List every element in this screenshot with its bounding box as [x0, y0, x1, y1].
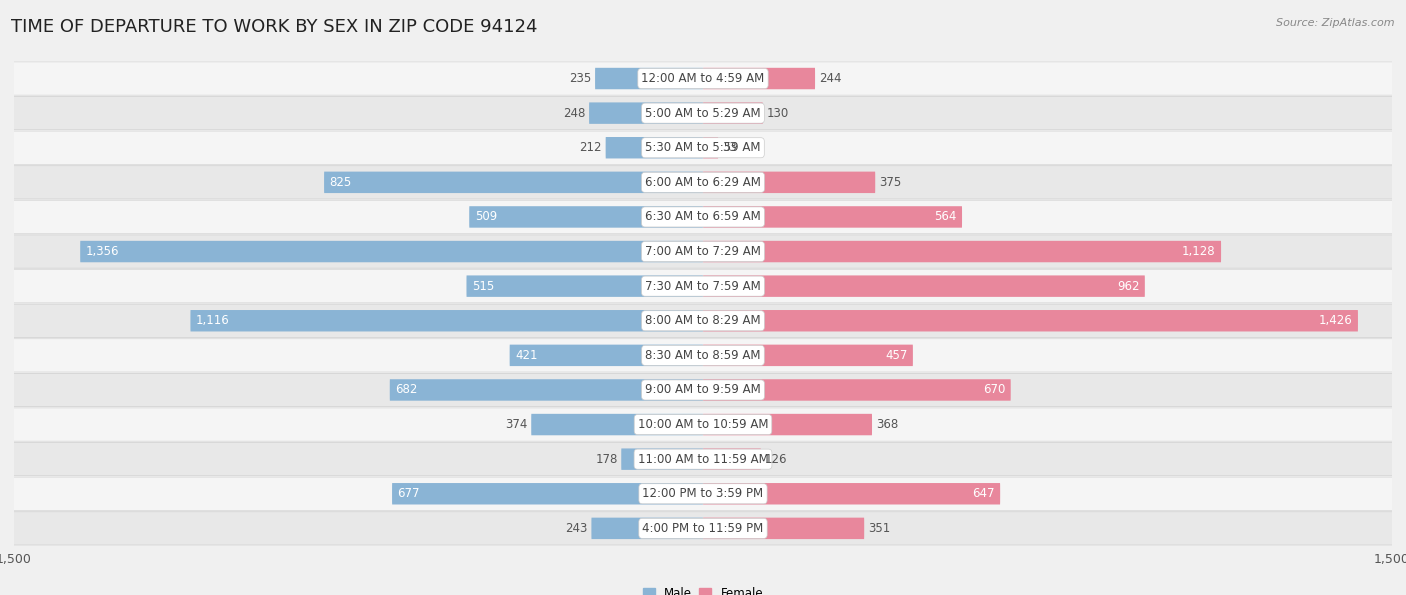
FancyBboxPatch shape — [703, 206, 962, 228]
FancyBboxPatch shape — [470, 206, 703, 228]
FancyBboxPatch shape — [703, 379, 1011, 400]
Text: 421: 421 — [515, 349, 537, 362]
Text: 8:00 AM to 8:29 AM: 8:00 AM to 8:29 AM — [645, 314, 761, 327]
FancyBboxPatch shape — [531, 414, 703, 436]
FancyBboxPatch shape — [703, 345, 912, 366]
FancyBboxPatch shape — [589, 102, 703, 124]
FancyBboxPatch shape — [0, 339, 1406, 372]
FancyBboxPatch shape — [0, 373, 1406, 406]
FancyBboxPatch shape — [0, 166, 1406, 199]
FancyBboxPatch shape — [0, 96, 1406, 130]
Text: 243: 243 — [565, 522, 588, 535]
Legend: Male, Female: Male, Female — [643, 587, 763, 595]
FancyBboxPatch shape — [0, 235, 1406, 268]
Text: 5:30 AM to 5:59 AM: 5:30 AM to 5:59 AM — [645, 141, 761, 154]
Text: 248: 248 — [562, 107, 585, 120]
Text: 6:30 AM to 6:59 AM: 6:30 AM to 6:59 AM — [645, 211, 761, 224]
Text: 564: 564 — [934, 211, 956, 224]
FancyBboxPatch shape — [703, 310, 1358, 331]
FancyBboxPatch shape — [0, 131, 1406, 164]
Text: 351: 351 — [868, 522, 890, 535]
FancyBboxPatch shape — [621, 449, 703, 470]
FancyBboxPatch shape — [606, 137, 703, 158]
FancyBboxPatch shape — [0, 304, 1406, 337]
Text: 8:30 AM to 8:59 AM: 8:30 AM to 8:59 AM — [645, 349, 761, 362]
Text: 1,128: 1,128 — [1182, 245, 1216, 258]
Text: 962: 962 — [1116, 280, 1139, 293]
FancyBboxPatch shape — [389, 379, 703, 400]
Text: 825: 825 — [329, 176, 352, 189]
Text: 374: 374 — [505, 418, 527, 431]
FancyBboxPatch shape — [467, 275, 703, 297]
Text: 1,116: 1,116 — [195, 314, 229, 327]
Text: 368: 368 — [876, 418, 898, 431]
Text: 244: 244 — [818, 72, 841, 85]
Text: 7:00 AM to 7:29 AM: 7:00 AM to 7:29 AM — [645, 245, 761, 258]
Text: 12:00 PM to 3:59 PM: 12:00 PM to 3:59 PM — [643, 487, 763, 500]
FancyBboxPatch shape — [325, 171, 703, 193]
Text: 515: 515 — [472, 280, 495, 293]
FancyBboxPatch shape — [703, 483, 1000, 505]
Text: 647: 647 — [972, 487, 994, 500]
Text: 4:00 PM to 11:59 PM: 4:00 PM to 11:59 PM — [643, 522, 763, 535]
Text: 457: 457 — [884, 349, 907, 362]
Text: 33: 33 — [721, 141, 737, 154]
Text: 130: 130 — [766, 107, 789, 120]
FancyBboxPatch shape — [595, 68, 703, 89]
Text: 375: 375 — [879, 176, 901, 189]
FancyBboxPatch shape — [0, 201, 1406, 234]
FancyBboxPatch shape — [0, 477, 1406, 511]
FancyBboxPatch shape — [703, 414, 872, 436]
FancyBboxPatch shape — [703, 171, 875, 193]
Text: 178: 178 — [595, 453, 617, 466]
Text: 212: 212 — [579, 141, 602, 154]
FancyBboxPatch shape — [592, 518, 703, 539]
FancyBboxPatch shape — [0, 512, 1406, 545]
Text: 12:00 AM to 4:59 AM: 12:00 AM to 4:59 AM — [641, 72, 765, 85]
FancyBboxPatch shape — [0, 62, 1406, 95]
Text: Source: ZipAtlas.com: Source: ZipAtlas.com — [1277, 18, 1395, 28]
Text: 509: 509 — [475, 211, 496, 224]
FancyBboxPatch shape — [703, 275, 1144, 297]
FancyBboxPatch shape — [0, 408, 1406, 441]
FancyBboxPatch shape — [703, 102, 762, 124]
Text: 1,356: 1,356 — [86, 245, 120, 258]
Text: 5:00 AM to 5:29 AM: 5:00 AM to 5:29 AM — [645, 107, 761, 120]
Text: 235: 235 — [569, 72, 592, 85]
FancyBboxPatch shape — [703, 449, 761, 470]
Text: 9:00 AM to 9:59 AM: 9:00 AM to 9:59 AM — [645, 383, 761, 396]
Text: 7:30 AM to 7:59 AM: 7:30 AM to 7:59 AM — [645, 280, 761, 293]
Text: TIME OF DEPARTURE TO WORK BY SEX IN ZIP CODE 94124: TIME OF DEPARTURE TO WORK BY SEX IN ZIP … — [11, 18, 537, 36]
FancyBboxPatch shape — [392, 483, 703, 505]
Text: 682: 682 — [395, 383, 418, 396]
FancyBboxPatch shape — [190, 310, 703, 331]
Text: 126: 126 — [765, 453, 787, 466]
FancyBboxPatch shape — [703, 241, 1220, 262]
Text: 10:00 AM to 10:59 AM: 10:00 AM to 10:59 AM — [638, 418, 768, 431]
FancyBboxPatch shape — [0, 443, 1406, 476]
FancyBboxPatch shape — [703, 68, 815, 89]
Text: 11:00 AM to 11:59 AM: 11:00 AM to 11:59 AM — [638, 453, 768, 466]
Text: 1,426: 1,426 — [1319, 314, 1353, 327]
Text: 677: 677 — [398, 487, 420, 500]
Text: 670: 670 — [983, 383, 1005, 396]
FancyBboxPatch shape — [0, 270, 1406, 303]
Text: 6:00 AM to 6:29 AM: 6:00 AM to 6:29 AM — [645, 176, 761, 189]
FancyBboxPatch shape — [703, 518, 865, 539]
FancyBboxPatch shape — [703, 137, 718, 158]
FancyBboxPatch shape — [509, 345, 703, 366]
FancyBboxPatch shape — [80, 241, 703, 262]
